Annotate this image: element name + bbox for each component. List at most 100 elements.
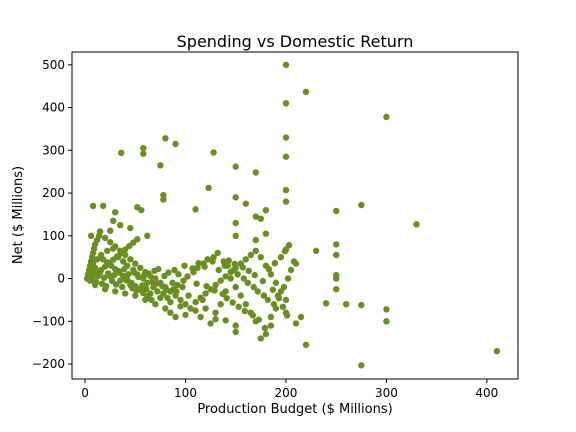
- data-point: [271, 260, 279, 267]
- data-point: [249, 312, 256, 319]
- data-point: [144, 279, 151, 286]
- y-tick-label: 400: [42, 101, 65, 115]
- data-point: [302, 88, 310, 96]
- data-point: [112, 288, 119, 295]
- data-point: [96, 228, 104, 235]
- data-point: [160, 196, 167, 203]
- data-point: [282, 198, 290, 205]
- data-point: [179, 283, 186, 291]
- data-point: [333, 207, 340, 215]
- data-point: [302, 341, 310, 348]
- data-point: [221, 262, 228, 269]
- data-point: [279, 303, 287, 310]
- data-point: [282, 134, 290, 141]
- data-point: [110, 245, 117, 252]
- data-point: [87, 232, 95, 239]
- data-point: [118, 149, 125, 157]
- data-point: [232, 232, 239, 239]
- data-point: [265, 265, 273, 273]
- data-point: [234, 271, 241, 278]
- y-tick-label: 0: [57, 272, 65, 286]
- points-layer: [83, 61, 501, 369]
- data-point: [290, 258, 298, 265]
- data-point: [255, 316, 262, 323]
- data-point: [250, 283, 257, 291]
- data-point: [152, 301, 159, 308]
- data-point: [232, 163, 239, 170]
- data-point: [187, 305, 194, 312]
- data-point: [232, 219, 239, 227]
- data-point: [119, 283, 126, 291]
- data-point: [154, 288, 161, 295]
- data-point: [413, 221, 420, 228]
- data-point: [222, 317, 229, 324]
- data-point: [232, 328, 239, 336]
- data-point: [202, 305, 209, 312]
- data-point: [275, 295, 283, 302]
- data-point: [207, 320, 214, 327]
- data-point: [89, 202, 97, 210]
- data-point: [257, 215, 264, 222]
- data-point: [125, 271, 132, 278]
- data-point: [252, 169, 259, 176]
- data-point: [172, 313, 179, 321]
- data-point: [204, 256, 211, 263]
- data-point: [252, 236, 259, 244]
- data-point: [111, 271, 118, 279]
- data-point: [239, 264, 246, 271]
- data-point: [113, 281, 120, 288]
- data-point: [131, 269, 138, 276]
- data-point: [297, 313, 305, 321]
- data-point: [333, 241, 340, 248]
- x-tick-label: 300: [375, 386, 398, 400]
- data-point: [140, 150, 147, 157]
- data-point: [257, 335, 264, 342]
- data-point: [214, 249, 221, 257]
- y-axis-label: Net ($ Millions): [11, 166, 26, 264]
- data-point: [202, 290, 209, 297]
- data-point: [217, 277, 224, 284]
- data-point: [242, 256, 249, 263]
- data-point: [189, 265, 196, 272]
- data-point: [283, 312, 291, 319]
- data-point: [107, 239, 114, 246]
- data-point: [133, 287, 140, 294]
- y-axis: −200 −100 0 100 200 300 400 500: [32, 58, 72, 371]
- data-point: [177, 296, 184, 304]
- data-point: [94, 272, 102, 280]
- data-point: [358, 362, 365, 369]
- data-point: [181, 262, 188, 269]
- data-point: [267, 271, 275, 278]
- data-point: [101, 234, 109, 242]
- data-point: [148, 296, 155, 304]
- y-tick-label: −200: [32, 357, 65, 371]
- data-point: [112, 209, 119, 216]
- data-point: [282, 186, 290, 194]
- data-point: [242, 301, 249, 308]
- data-point: [312, 247, 320, 254]
- data-point: [343, 301, 350, 308]
- data-point: [252, 247, 259, 254]
- data-point: [244, 279, 251, 286]
- x-tick-label: 100: [174, 386, 197, 400]
- data-point: [358, 301, 365, 309]
- data-point: [231, 260, 238, 268]
- data-point: [285, 242, 293, 249]
- plot-frame: [71, 51, 519, 380]
- data-point: [93, 256, 101, 263]
- data-point: [261, 324, 269, 332]
- data-point: [145, 270, 152, 277]
- data-point: [155, 265, 162, 273]
- data-point: [184, 273, 191, 280]
- data-point: [264, 296, 272, 304]
- data-point: [260, 292, 268, 299]
- data-point: [257, 254, 264, 261]
- data-point: [163, 286, 170, 293]
- data-point: [127, 256, 134, 263]
- data-point: [175, 271, 182, 278]
- data-point: [211, 287, 218, 294]
- data-point: [115, 267, 122, 275]
- x-tick-label: 400: [475, 386, 498, 400]
